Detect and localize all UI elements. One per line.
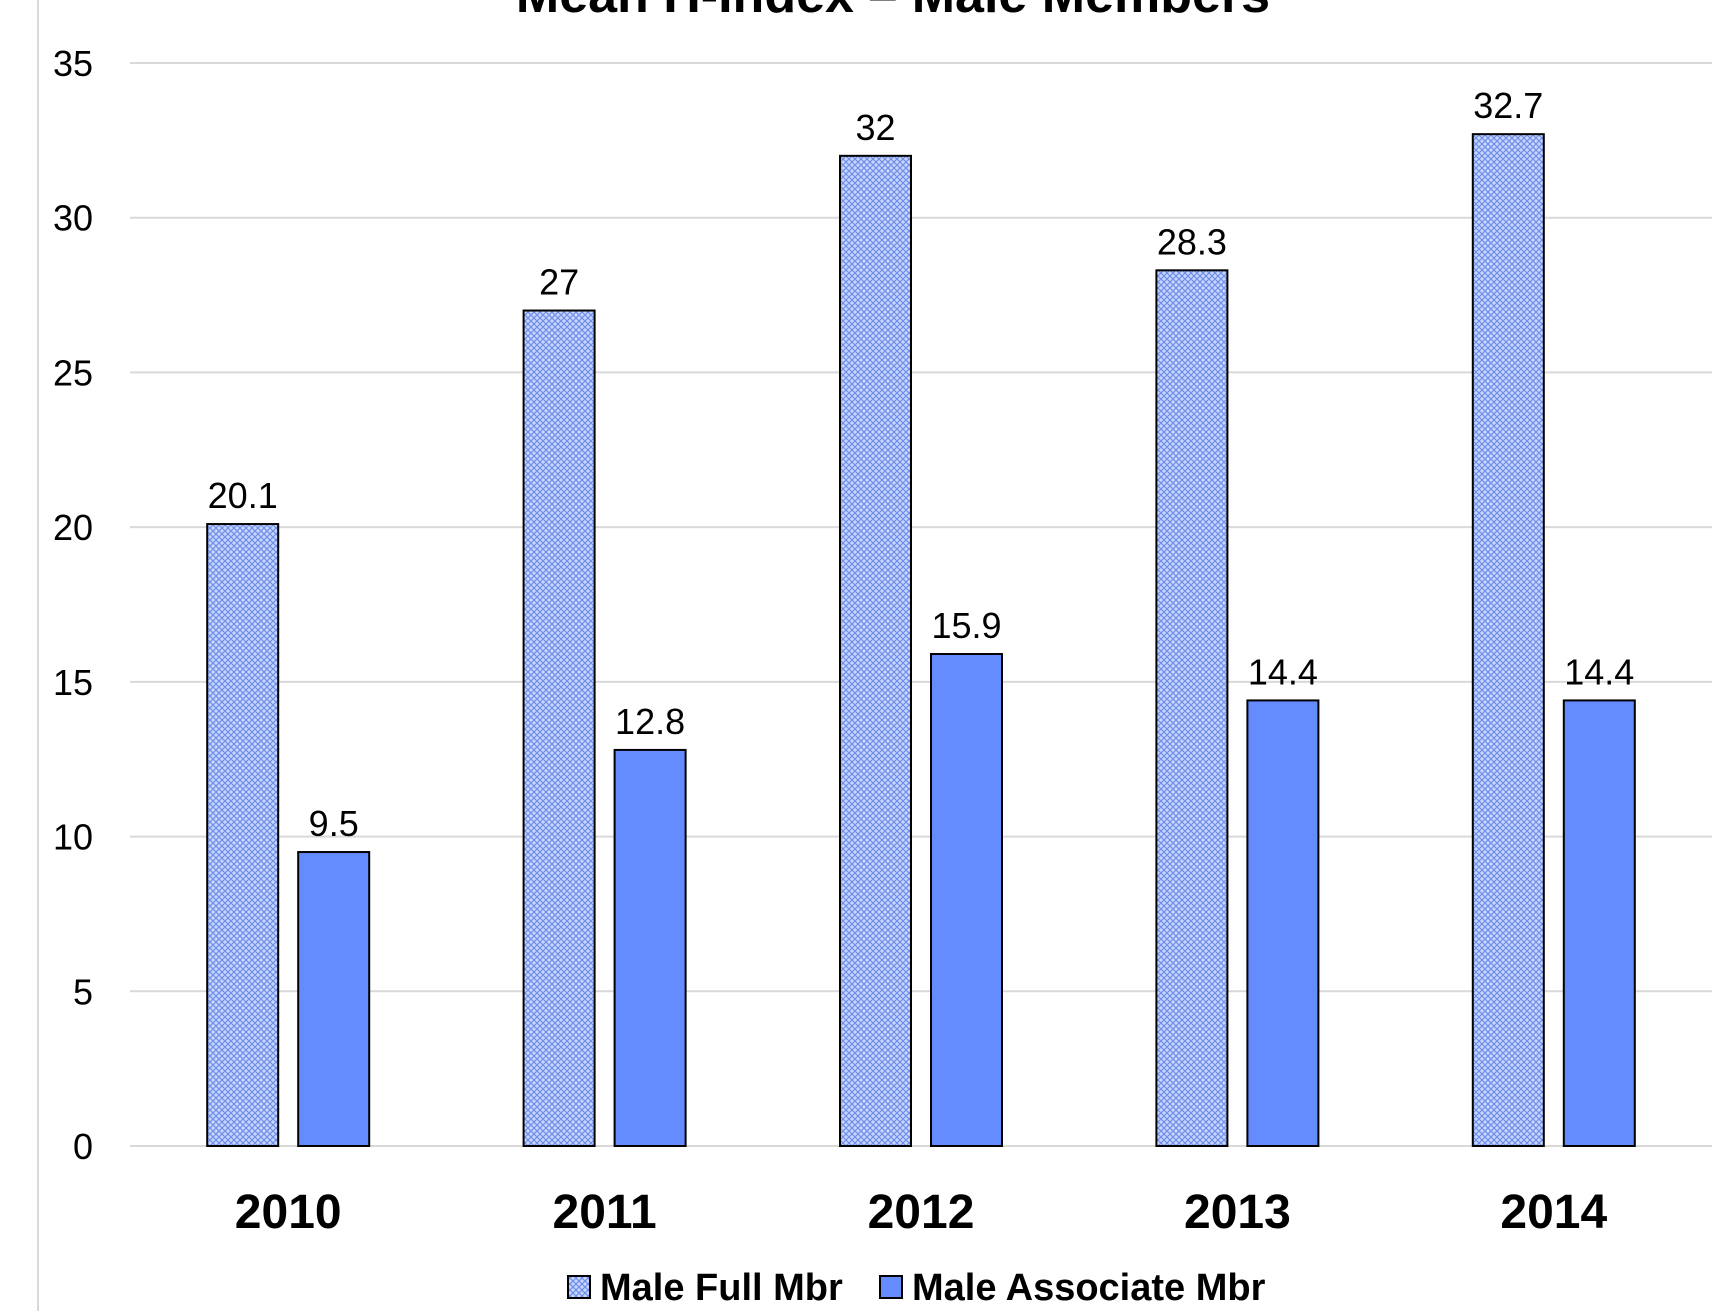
data-label: 14.4	[1248, 651, 1318, 692]
y-tick-label: 10	[53, 817, 93, 858]
y-tick-label: 5	[73, 971, 93, 1012]
bar-full-2013	[1155, 269, 1229, 1147]
legend: Male Full Mbr Male Associate Mbr	[567, 1267, 1266, 1309]
y-tick-label: 35	[53, 43, 93, 84]
data-label: 15.9	[931, 605, 1001, 646]
y-axis-ticks: 0 5 10 15 20 25 30 35	[53, 43, 93, 1167]
data-label: 28.3	[1157, 221, 1227, 262]
legend-swatch-full	[567, 1275, 591, 1299]
data-label: 20.1	[208, 475, 278, 516]
x-category-label: 2011	[553, 1186, 657, 1239]
bar-associate-2012	[930, 653, 1003, 1147]
y-tick-label: 0	[73, 1126, 93, 1167]
data-label: 12.8	[615, 701, 685, 742]
x-category-label: 2014	[1500, 1186, 1607, 1239]
chart-title: Mean H-Index – Male Members	[516, 0, 1270, 24]
bar-associate-2011	[613, 748, 687, 1148]
bars	[206, 133, 1636, 1148]
y-tick-label: 30	[53, 198, 93, 239]
legend-label: Male Associate Mbr	[912, 1267, 1266, 1309]
bar-associate-2014	[1562, 699, 1636, 1147]
bar-full-2010	[206, 523, 280, 1147]
x-category-label: 2013	[1184, 1186, 1291, 1239]
bar-associate-2010	[297, 851, 371, 1147]
y-tick-label: 20	[53, 507, 93, 548]
y-tick-label: 15	[53, 662, 93, 703]
data-label: 27	[539, 262, 579, 303]
data-label: 32	[855, 107, 895, 148]
x-axis-categories: 2010 2011 2012 2013 2014	[235, 1186, 1608, 1239]
data-label: 14.4	[1564, 651, 1634, 692]
y-tick-label: 25	[53, 352, 93, 393]
bar-associate-2013	[1246, 699, 1320, 1147]
data-label: 9.5	[309, 803, 359, 844]
data-label: 32.7	[1473, 85, 1543, 126]
legend-swatch-associate	[879, 1275, 903, 1299]
bar-full-2014	[1471, 133, 1545, 1147]
gridlines	[130, 62, 1712, 1147]
data-labels: 20.1 9.5 27 12.8 32 15.9 28.3 14.4 32.7 14.4	[208, 85, 1635, 844]
bar-full-2012	[839, 154, 912, 1148]
bar-full-2011	[522, 309, 596, 1147]
x-category-label: 2012	[868, 1186, 975, 1239]
legend-label: Male Full Mbr	[600, 1267, 843, 1309]
x-category-label: 2010	[235, 1186, 342, 1239]
